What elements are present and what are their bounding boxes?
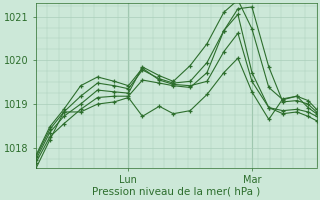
X-axis label: Pression niveau de la mer( hPa ): Pression niveau de la mer( hPa )	[92, 187, 260, 197]
